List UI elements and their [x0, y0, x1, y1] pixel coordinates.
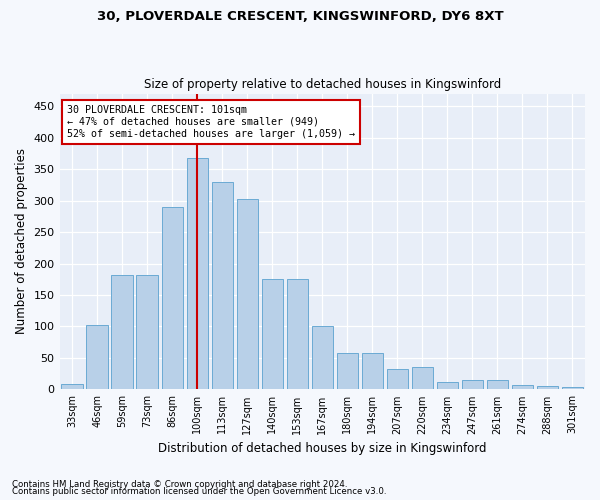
Bar — [112, 276, 133, 390]
Text: Contains HM Land Registry data © Crown copyright and database right 2024.: Contains HM Land Registry data © Crown c… — [12, 480, 347, 489]
Y-axis label: Number of detached properties: Number of detached properties — [15, 148, 28, 334]
Bar — [362, 353, 383, 390]
Bar — [537, 386, 558, 390]
Bar — [262, 278, 283, 390]
Text: 30, PLOVERDALE CRESCENT, KINGSWINFORD, DY6 8XT: 30, PLOVERDALE CRESCENT, KINGSWINFORD, D… — [97, 10, 503, 23]
Bar — [462, 380, 483, 390]
Bar — [337, 353, 358, 390]
Bar — [311, 326, 333, 390]
X-axis label: Distribution of detached houses by size in Kingswinford: Distribution of detached houses by size … — [158, 442, 487, 455]
Bar — [562, 387, 583, 390]
Bar — [487, 380, 508, 390]
Text: Contains public sector information licensed under the Open Government Licence v3: Contains public sector information licen… — [12, 488, 386, 496]
Text: 30 PLOVERDALE CRESCENT: 101sqm
← 47% of detached houses are smaller (949)
52% of: 30 PLOVERDALE CRESCENT: 101sqm ← 47% of … — [67, 106, 355, 138]
Bar — [437, 382, 458, 390]
Title: Size of property relative to detached houses in Kingswinford: Size of property relative to detached ho… — [143, 78, 501, 91]
Bar — [387, 370, 408, 390]
Bar — [512, 385, 533, 390]
Bar — [187, 158, 208, 390]
Bar — [86, 324, 108, 390]
Bar — [161, 208, 183, 390]
Bar — [412, 368, 433, 390]
Bar — [236, 198, 258, 390]
Bar — [61, 384, 83, 390]
Bar — [136, 276, 158, 390]
Bar — [287, 278, 308, 390]
Bar — [212, 182, 233, 390]
